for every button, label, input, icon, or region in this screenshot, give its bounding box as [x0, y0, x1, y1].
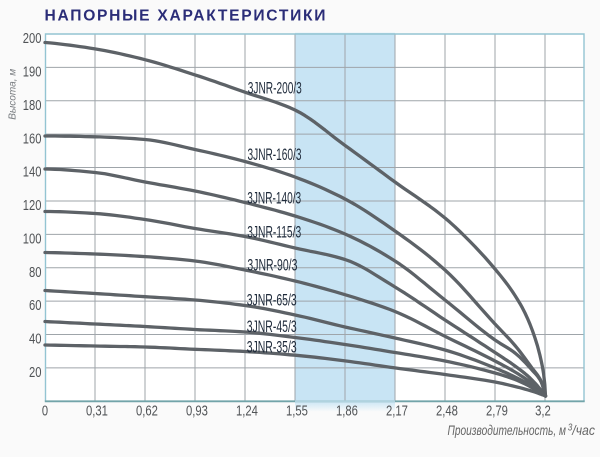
svg-text:1,86: 1,86 [336, 404, 358, 420]
svg-text:2,79: 2,79 [486, 404, 508, 420]
svg-text:Производительность, м: Производительность, м [448, 422, 567, 438]
svg-text:1,24: 1,24 [236, 404, 258, 420]
svg-text:3JNR-65/3: 3JNR-65/3 [247, 291, 297, 309]
svg-text:180: 180 [23, 98, 42, 114]
svg-text:2,48: 2,48 [436, 404, 458, 420]
svg-text:3JNR-115/3: 3JNR-115/3 [247, 223, 301, 241]
svg-text:Высота, м: Высота, м [6, 69, 18, 120]
svg-text:/час: /час [571, 422, 595, 438]
svg-text:НАПОРНЫЕ ХАРАКТЕРИСТИКИ: НАПОРНЫЕ ХАРАКТЕРИСТИКИ [45, 8, 326, 25]
svg-text:1,55: 1,55 [286, 404, 308, 420]
svg-text:0,62: 0,62 [136, 404, 158, 420]
svg-text:120: 120 [23, 198, 42, 214]
svg-text:140: 140 [23, 165, 42, 181]
svg-text:0,31: 0,31 [86, 404, 108, 420]
svg-text:160: 160 [23, 131, 42, 147]
svg-text:2,17: 2,17 [386, 404, 408, 420]
svg-text:0,93: 0,93 [186, 404, 208, 420]
svg-text:20: 20 [29, 365, 42, 381]
svg-text:40: 40 [29, 332, 42, 348]
svg-text:200: 200 [23, 31, 42, 47]
svg-text:3JNR-45/3: 3JNR-45/3 [247, 318, 297, 336]
svg-text:3JNR-90/3: 3JNR-90/3 [247, 257, 297, 275]
svg-text:80: 80 [29, 265, 42, 281]
svg-text:190: 190 [23, 65, 42, 81]
svg-text:3JNR-140/3: 3JNR-140/3 [247, 190, 301, 208]
svg-text:3JNR-160/3: 3JNR-160/3 [248, 146, 302, 164]
svg-text:60: 60 [29, 298, 42, 314]
svg-text:3,2: 3,2 [535, 404, 551, 420]
svg-text:100: 100 [23, 231, 42, 247]
svg-text:0: 0 [42, 404, 48, 420]
svg-text:3: 3 [568, 422, 573, 434]
svg-text:3JNR-200/3: 3JNR-200/3 [248, 79, 302, 97]
svg-text:3JNR-35/3: 3JNR-35/3 [247, 339, 297, 357]
